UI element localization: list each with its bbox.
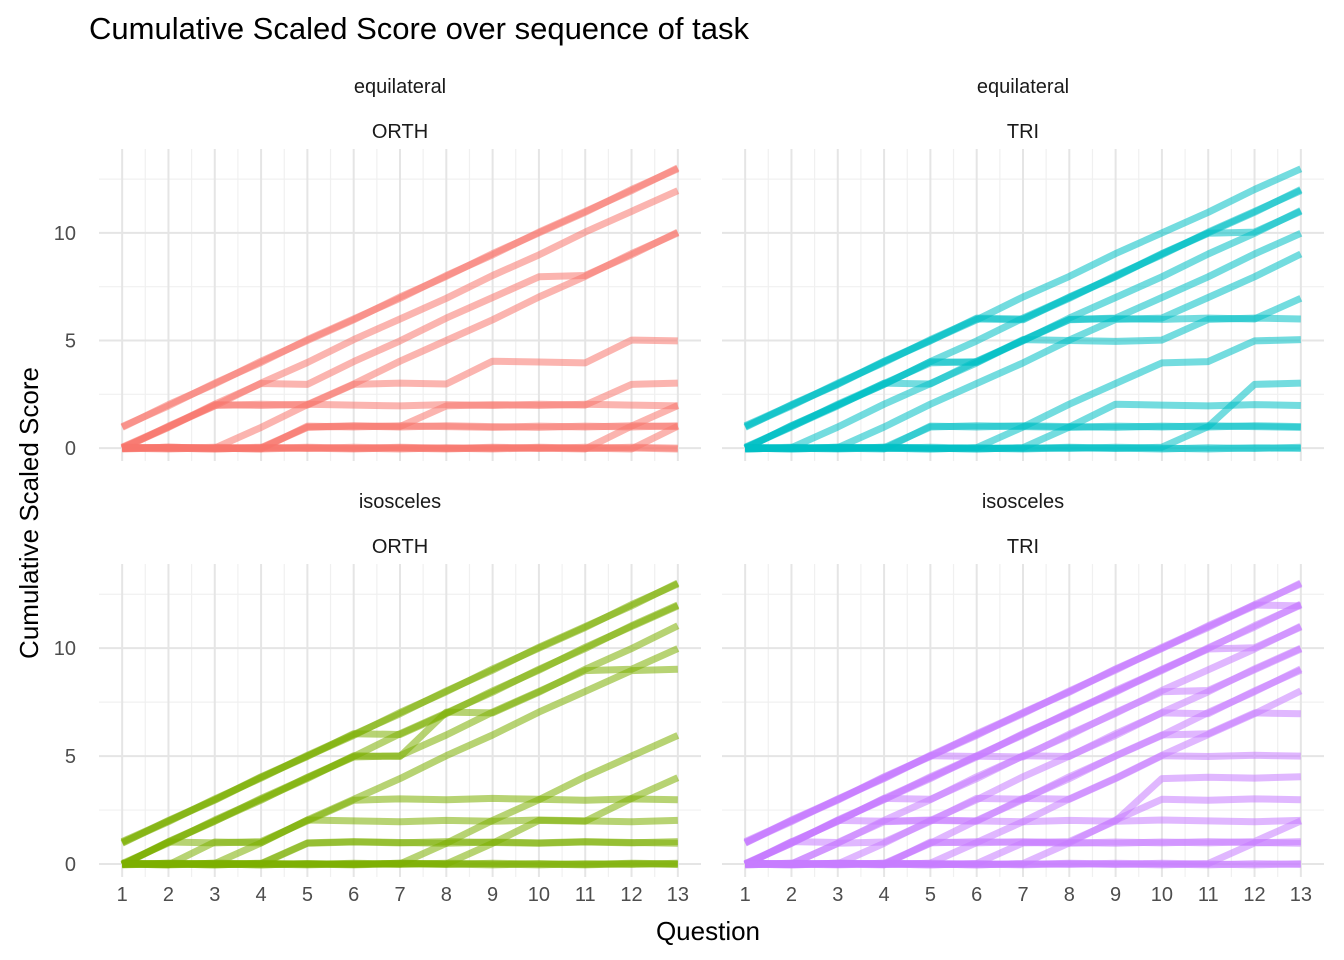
x-tick-label: 11 — [1198, 884, 1219, 906]
facet-label-bottom: ORTH — [372, 536, 428, 558]
x-tick-label: 1 — [740, 884, 751, 906]
chart-title: Cumulative Scaled Score over sequence of… — [89, 11, 749, 46]
y-tick-label: 10 — [54, 223, 76, 245]
facet-panel: equilateral ORTH 0 5 10 — [54, 76, 701, 461]
x-tick-label: 6 — [348, 884, 359, 906]
facet-label-top: isosceles — [982, 491, 1064, 513]
x-tick-label: 6 — [971, 884, 982, 906]
x-tick-label: 11 — [575, 884, 596, 906]
x-tick-label: 8 — [441, 884, 452, 906]
facet-panels: equilateralORTH0510equilateralTRIisoscel… — [54, 76, 1324, 906]
x-tick-label: 12 — [1243, 884, 1265, 906]
y-tick-label: 10 — [54, 638, 76, 660]
x-tick-label: 9 — [487, 884, 498, 906]
facet-label-top: isosceles — [359, 491, 441, 513]
x-tick-label: 1 — [117, 884, 128, 906]
x-tick-label: 4 — [256, 884, 267, 906]
x-tick-label: 4 — [879, 884, 890, 906]
x-tick-label: 5 — [925, 884, 936, 906]
series-line — [122, 443, 678, 453]
x-tick-label: 7 — [1017, 884, 1028, 906]
series-line — [745, 859, 1301, 869]
y-tick-label: 0 — [65, 438, 76, 460]
facet-label-top: equilateral — [354, 76, 446, 98]
series-line — [122, 816, 678, 869]
facet-label-bottom: TRI — [1007, 121, 1039, 143]
facet-label-top: equilateral — [977, 76, 1069, 98]
y-tick-label: 5 — [65, 746, 76, 768]
y-tick-label: 5 — [65, 331, 76, 353]
series-line — [743, 816, 1301, 868]
x-tick-label: 12 — [620, 884, 642, 906]
y-axis-label: Cumulative Scaled Score — [14, 367, 44, 659]
series-line — [122, 859, 678, 869]
x-tick-label: 13 — [1290, 884, 1312, 906]
x-tick-label: 2 — [163, 884, 174, 906]
x-tick-label: 7 — [394, 884, 405, 906]
series-lines — [743, 579, 1303, 869]
x-axis-label: Question — [656, 916, 760, 946]
x-tick-label: 3 — [209, 884, 220, 906]
facet-panel: equilateral TRI — [722, 76, 1324, 461]
x-tick-label: 13 — [667, 884, 689, 906]
series-line — [743, 751, 1301, 868]
x-tick-label: 2 — [786, 884, 797, 906]
x-tick-label: 3 — [832, 884, 843, 906]
series-lines — [120, 164, 680, 453]
series-line — [743, 314, 1301, 452]
series-line — [120, 164, 680, 430]
facet-label-bottom: ORTH — [372, 121, 428, 143]
x-tick-label: 10 — [528, 884, 550, 906]
y-tick-label: 0 — [65, 854, 76, 876]
series-lines — [120, 579, 680, 869]
x-tick-label: 9 — [1110, 884, 1121, 906]
facet-label-bottom: TRI — [1007, 536, 1039, 558]
x-tick-label: 10 — [1151, 884, 1173, 906]
x-tick-label: 5 — [302, 884, 313, 906]
series-line — [745, 443, 1301, 453]
series-lines — [743, 165, 1303, 453]
series-line — [120, 645, 680, 869]
x-tick-label: 8 — [1064, 884, 1075, 906]
